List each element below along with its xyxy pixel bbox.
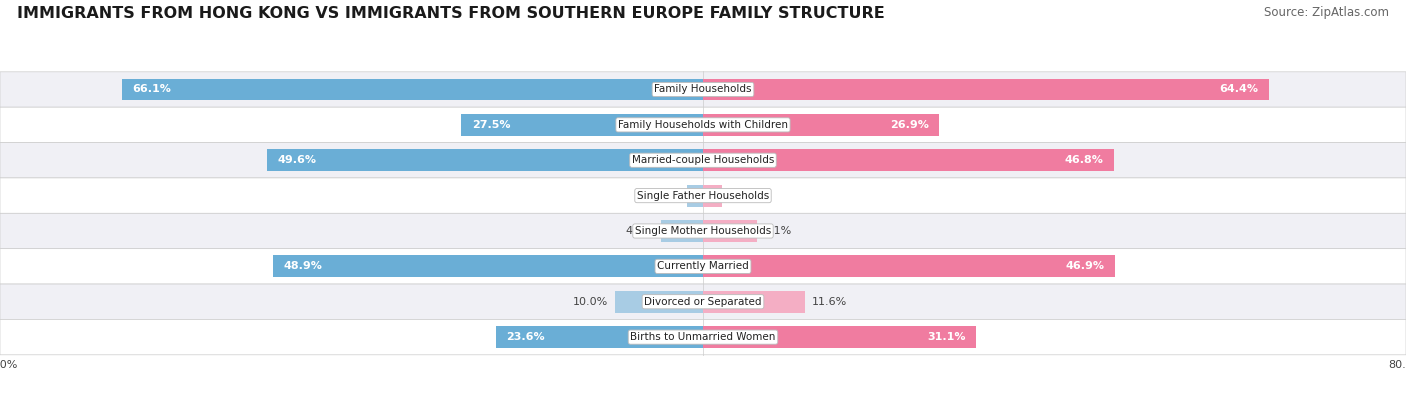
Text: Source: ZipAtlas.com: Source: ZipAtlas.com	[1264, 6, 1389, 19]
Bar	[703, 114, 939, 136]
Text: 11.6%: 11.6%	[813, 297, 848, 307]
Text: 48.9%: 48.9%	[284, 261, 323, 271]
FancyBboxPatch shape	[0, 107, 1406, 143]
Text: Family Households with Children: Family Households with Children	[619, 120, 787, 130]
Text: 46.9%: 46.9%	[1066, 261, 1105, 271]
Text: Single Mother Households: Single Mother Households	[636, 226, 770, 236]
Bar	[703, 79, 1268, 100]
Bar	[703, 184, 723, 207]
Bar	[703, 256, 1115, 277]
Text: 46.8%: 46.8%	[1064, 155, 1104, 165]
FancyBboxPatch shape	[0, 178, 1406, 213]
Bar	[267, 149, 703, 171]
Text: Family Households: Family Households	[654, 85, 752, 94]
Bar	[461, 114, 703, 136]
Bar	[496, 326, 703, 348]
FancyBboxPatch shape	[0, 213, 1406, 249]
FancyBboxPatch shape	[0, 320, 1406, 355]
Text: Married-couple Households: Married-couple Households	[631, 155, 775, 165]
Bar	[703, 291, 804, 313]
Text: 2.2%: 2.2%	[730, 191, 758, 201]
Text: Currently Married: Currently Married	[657, 261, 749, 271]
Bar	[122, 79, 703, 100]
Text: 6.1%: 6.1%	[763, 226, 792, 236]
Text: 31.1%: 31.1%	[927, 332, 966, 342]
Bar	[703, 149, 1114, 171]
Text: Divorced or Separated: Divorced or Separated	[644, 297, 762, 307]
Text: 66.1%: 66.1%	[132, 85, 172, 94]
FancyBboxPatch shape	[0, 284, 1406, 320]
FancyBboxPatch shape	[0, 249, 1406, 284]
FancyBboxPatch shape	[0, 143, 1406, 178]
Text: Single Father Households: Single Father Households	[637, 191, 769, 201]
Bar	[688, 184, 703, 207]
FancyBboxPatch shape	[0, 72, 1406, 107]
Bar	[703, 220, 756, 242]
Text: 27.5%: 27.5%	[472, 120, 510, 130]
Text: 1.8%: 1.8%	[652, 191, 681, 201]
Bar	[616, 291, 703, 313]
Bar	[703, 326, 976, 348]
Text: Births to Unmarried Women: Births to Unmarried Women	[630, 332, 776, 342]
Bar	[273, 256, 703, 277]
Text: 49.6%: 49.6%	[278, 155, 316, 165]
Text: 26.9%: 26.9%	[890, 120, 929, 130]
Bar	[661, 220, 703, 242]
Text: 23.6%: 23.6%	[506, 332, 544, 342]
Text: 10.0%: 10.0%	[572, 297, 609, 307]
Text: 4.8%: 4.8%	[626, 226, 654, 236]
Text: 64.4%: 64.4%	[1219, 85, 1258, 94]
Text: IMMIGRANTS FROM HONG KONG VS IMMIGRANTS FROM SOUTHERN EUROPE FAMILY STRUCTURE: IMMIGRANTS FROM HONG KONG VS IMMIGRANTS …	[17, 6, 884, 21]
